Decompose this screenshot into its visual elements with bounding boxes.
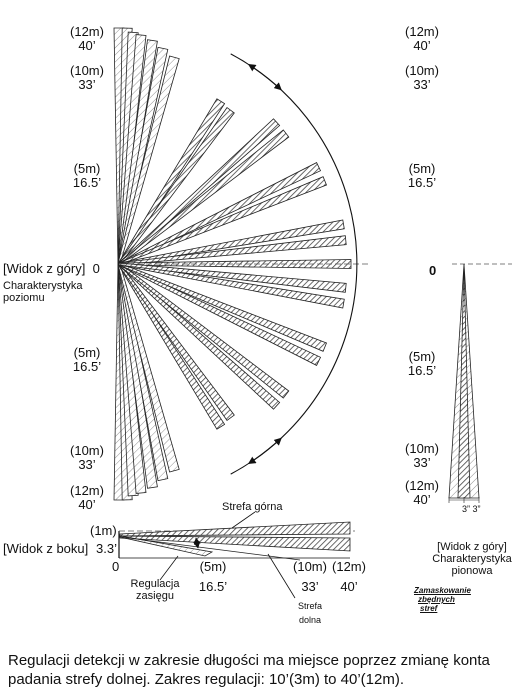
range-adjust-label: Regulacja zasięgu — [120, 578, 190, 602]
zero-label: 0 — [92, 261, 100, 276]
scale-ft-label: 16.5’ — [407, 175, 437, 190]
top-view-caption: Charakterystyka poziomu — [3, 280, 82, 304]
height-m-label: (1m) — [90, 523, 117, 538]
x-ft-label: 40’ — [340, 579, 358, 594]
scale-m-label: (10m) — [405, 63, 439, 78]
width-label: 3” 3” — [462, 504, 481, 514]
caption-line: pionowa — [451, 565, 493, 577]
scale-10m-top: (10m) 33’ — [62, 64, 112, 92]
scale-m-label: (10m) — [70, 63, 104, 78]
range-arc-line — [230, 53, 358, 475]
scale-ft-label: 40’ — [78, 497, 96, 512]
scale-12m-bottom: (12m) 40’ — [62, 484, 112, 512]
side-adjust-arrow — [193, 537, 201, 549]
scale-m-label: (5m) — [408, 161, 436, 176]
x-label-5m: (5m) 16.5’ — [190, 560, 236, 594]
x-ft-label: 16.5’ — [198, 579, 228, 594]
top-view-title: [Widok z góry] 0 — [3, 262, 100, 276]
x-ft-label: 33’ — [301, 579, 319, 594]
vscale-5m-bottom: (5m) 16.5’ — [397, 350, 447, 378]
arc-adjust-arrow-top — [247, 63, 282, 91]
scale-ft-label: 40’ — [413, 38, 431, 53]
mask-line: stref — [420, 604, 438, 613]
vertical-view-caption: [Widok z góry] Charakterystyka pionowa — [430, 541, 514, 577]
scale-m-label: (12m) — [405, 478, 439, 493]
upper-zone-label: Strefa górna — [222, 501, 283, 513]
mask-line: zbędnych — [418, 595, 455, 604]
range-adjust-pointer — [159, 555, 179, 581]
description-text: Regulacji detekcji w zakresie długości m… — [8, 652, 490, 688]
vscale-5m-top: (5m) 16.5’ — [397, 162, 447, 190]
side-view-beams — [118, 511, 355, 599]
x-label-10m: (10m) 33’ — [287, 560, 333, 594]
vscale-12m-top: (12m) 40’ — [397, 25, 447, 53]
vscale-10m-bottom: (10m) 33’ — [397, 442, 447, 470]
view-label: [Widok z góry] — [437, 541, 507, 553]
vscale-10m-top: (10m) 33’ — [397, 64, 447, 92]
x-m-label: (12m) — [332, 559, 366, 574]
lower-zone-pointer — [267, 553, 296, 599]
caption-line: Charakterystyka — [432, 553, 512, 565]
upper-zone-pointer — [231, 511, 256, 529]
vertical-view-beams — [448, 263, 512, 503]
range-adjust-line: Regulacja — [130, 578, 180, 590]
scale-ft-label: 40’ — [413, 492, 431, 507]
scale-ft-label: 16.5’ — [72, 359, 102, 374]
arc-adjust-arrow-bottom — [247, 437, 282, 465]
scale-ft-label: 33’ — [78, 77, 96, 92]
lower-zone-label: Strefa dolna — [290, 601, 330, 625]
vzero-label: 0 — [429, 263, 437, 278]
range-adjust-line: zasięgu — [136, 590, 174, 602]
x-label-12m: (12m) 40’ — [326, 560, 372, 594]
lower-zone-line: dolna — [298, 615, 322, 625]
scale-m-label: (5m) — [73, 345, 101, 360]
beam-lower-zone — [118, 262, 347, 293]
view-label: [Widok z góry] — [3, 261, 86, 276]
x-label-0: 0 — [112, 559, 120, 574]
scale-ft-label: 33’ — [413, 77, 431, 92]
caption-line: Charakterystyka — [3, 280, 83, 292]
lower-zone-line: Strefa — [297, 601, 322, 611]
scale-ft-label: 16.5’ — [407, 363, 437, 378]
scale-ft-label: 33’ — [78, 457, 96, 472]
scale-m-label: (12m) — [70, 483, 104, 498]
scale-m-label: (5m) — [73, 161, 101, 176]
scale-m-label: (12m) — [70, 24, 104, 39]
scale-m-label: (5m) — [408, 349, 436, 364]
side-beam-lower — [119, 535, 214, 557]
side-beam-upper — [119, 521, 351, 537]
side-view-title: [Widok z boku] — [3, 541, 89, 556]
scale-ft-label: 33’ — [413, 455, 431, 470]
scale-ft-label: 16.5’ — [72, 175, 102, 190]
scale-10m-bottom: (10m) 33’ — [62, 444, 112, 472]
range-arc — [230, 53, 358, 475]
x-m-label: (5m) — [199, 559, 227, 574]
scale-m-label: (10m) — [70, 443, 104, 458]
scale-m-label: (12m) — [405, 24, 439, 39]
scale-5m-bottom: (5m) 16.5’ — [62, 346, 112, 374]
x-m-label: (10m) — [293, 559, 327, 574]
mask-note: Zamaskowanie zbędnych stref — [414, 586, 471, 613]
vscale-12m-bottom: (12m) 40’ — [397, 479, 447, 507]
scale-12m-top: (12m) 40’ — [62, 25, 112, 53]
scale-5m-top: (5m) 16.5’ — [62, 162, 112, 190]
scale-ft-label: 40’ — [78, 38, 96, 53]
caption-line: poziomu — [3, 292, 45, 304]
side-lower-boundary — [119, 536, 301, 561]
mask-line: Zamaskowanie — [414, 586, 471, 595]
top-view-beams — [113, 27, 368, 501]
scale-m-label: (10m) — [405, 441, 439, 456]
height-ft-label: 3.3’ — [96, 541, 117, 556]
